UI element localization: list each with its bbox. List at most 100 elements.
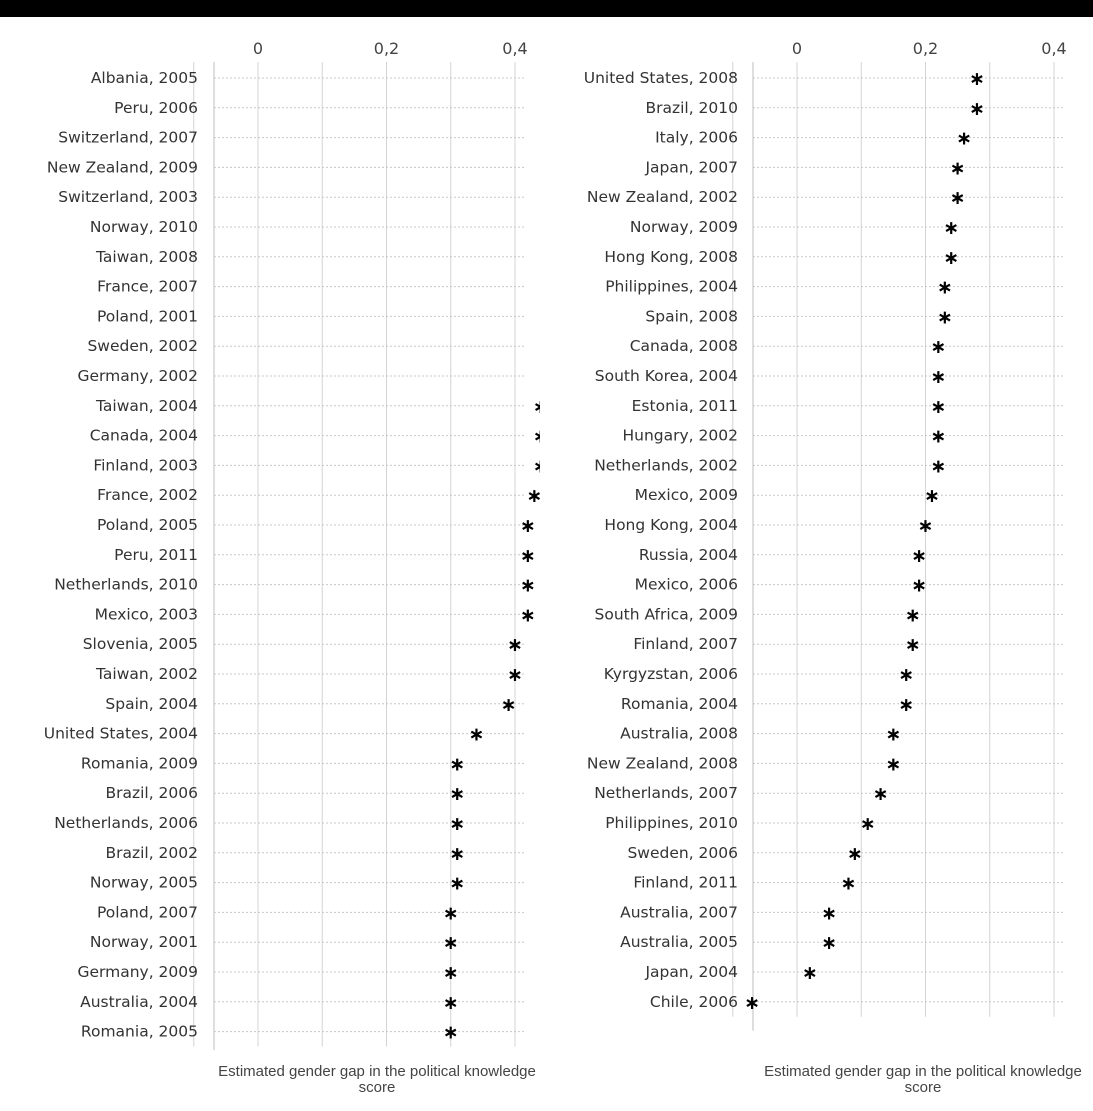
category-label: Slovenia, 2005: [83, 635, 198, 653]
category-label: New Zealand, 2008: [587, 754, 738, 772]
data-point-marker: ∗: [905, 634, 921, 656]
data-point-marker: ∗: [885, 724, 901, 746]
category-label: New Zealand, 2002: [587, 188, 738, 206]
category-label: United States, 2004: [44, 725, 198, 743]
category-label: Spain, 2004: [105, 695, 198, 713]
category-label: Spain, 2008: [645, 307, 738, 325]
data-point-marker: ∗: [943, 247, 959, 269]
category-label: Italy, 2006: [655, 129, 738, 147]
data-point-marker: ∗: [950, 157, 966, 179]
category-label: Australia, 2008: [620, 725, 738, 743]
category-label: Brazil, 2010: [645, 99, 738, 117]
category-label: France, 2002: [97, 486, 198, 504]
category-label: Taiwan, 2008: [95, 248, 198, 266]
category-label: Germany, 2009: [77, 963, 198, 981]
data-point-marker: ∗: [885, 753, 901, 775]
category-label: Germany, 2002: [77, 367, 198, 385]
data-point-marker: ∗: [930, 366, 946, 388]
data-point-marker: ∗: [911, 545, 927, 567]
right-chart: 00,20,40,6United States, 2008∗Brazil, 20…: [584, 39, 1067, 1031]
category-label: Netherlands, 2002: [594, 456, 738, 474]
category-label: South Africa, 2009: [595, 605, 738, 623]
data-point-marker: ∗: [802, 962, 818, 984]
data-point-marker: ∗: [449, 873, 465, 895]
data-point-marker: ∗: [924, 485, 940, 507]
category-label: Mexico, 2003: [95, 605, 198, 623]
data-point-marker: ∗: [744, 992, 760, 1014]
data-point-marker: ∗: [449, 813, 465, 835]
category-label: United States, 2008: [584, 69, 738, 87]
data-point-marker: ∗: [507, 634, 523, 656]
category-label: Mexico, 2006: [635, 576, 738, 594]
data-point-marker: ∗: [930, 455, 946, 477]
data-point-marker: ∗: [930, 336, 946, 358]
data-point-marker: ∗: [533, 455, 540, 477]
category-label: Japan, 2007: [644, 158, 738, 176]
data-point-marker: ∗: [520, 545, 536, 567]
data-point-marker: ∗: [950, 187, 966, 209]
category-label: Romania, 2004: [621, 695, 738, 713]
category-label: Romania, 2009: [81, 754, 198, 772]
category-label: Romania, 2005: [81, 1023, 198, 1041]
category-label: Switzerland, 2003: [58, 188, 198, 206]
data-point-marker: ∗: [443, 902, 459, 924]
category-label: Finland, 2011: [633, 874, 738, 892]
category-label: Peru, 2011: [114, 546, 198, 564]
data-point-marker: ∗: [449, 843, 465, 865]
category-label: Kyrgyzstan, 2006: [604, 665, 738, 683]
category-label: Taiwan, 2004: [95, 397, 198, 415]
x-axis-label-left: Estimated gender gap in the political kn…: [218, 1063, 536, 1096]
category-label: Sweden, 2006: [627, 844, 738, 862]
left-chart: 00,20,40,6Albania, 2005∗Peru, 2006∗Switz…: [44, 39, 540, 1050]
category-label: Hungary, 2002: [623, 427, 739, 445]
data-point-marker: ∗: [443, 932, 459, 954]
data-point-marker: ∗: [943, 217, 959, 239]
category-label: Poland, 2001: [97, 307, 198, 325]
category-label: New Zealand, 2009: [47, 158, 198, 176]
data-point-marker: ∗: [449, 753, 465, 775]
category-label: Chile, 2006: [650, 993, 738, 1011]
category-label: Peru, 2006: [114, 99, 198, 117]
data-point-marker: ∗: [930, 396, 946, 418]
category-label: Norway, 2001: [90, 933, 198, 951]
data-point-marker: ∗: [905, 604, 921, 626]
x-axis-label-right: Estimated gender gap in the political kn…: [764, 1063, 1082, 1096]
data-point-marker: ∗: [898, 694, 914, 716]
data-point-marker: ∗: [898, 664, 914, 686]
category-label: Japan, 2004: [644, 963, 738, 981]
data-point-marker: ∗: [449, 783, 465, 805]
data-point-marker: ∗: [443, 1022, 459, 1044]
category-label: Hong Kong, 2004: [604, 516, 738, 534]
data-point-marker: ∗: [969, 68, 985, 90]
category-label: Netherlands, 2007: [594, 784, 738, 802]
data-point-marker: ∗: [443, 962, 459, 984]
data-point-marker: ∗: [840, 873, 856, 895]
category-label: Philippines, 2004: [605, 278, 738, 296]
data-point-marker: ∗: [847, 843, 863, 865]
category-label: Switzerland, 2007: [58, 129, 198, 147]
top-border-bar: [0, 0, 1093, 17]
data-point-marker: ∗: [520, 604, 536, 626]
category-label: Canada, 2008: [630, 337, 738, 355]
x-tick-label: 0,4: [1041, 39, 1066, 58]
data-point-marker: ∗: [501, 694, 517, 716]
category-label: Netherlands, 2006: [54, 814, 198, 832]
category-label: Brazil, 2002: [105, 844, 198, 862]
data-point-marker: ∗: [918, 515, 934, 537]
data-point-marker: ∗: [956, 128, 972, 150]
category-label: Australia, 2005: [620, 933, 738, 951]
data-point-marker: ∗: [520, 515, 536, 537]
category-label: Brazil, 2006: [105, 784, 198, 802]
data-point-marker: ∗: [821, 932, 837, 954]
category-label: Estonia, 2011: [632, 397, 738, 415]
data-point-marker: ∗: [937, 306, 953, 328]
category-label: Norway, 2009: [630, 218, 738, 236]
data-point-marker: ∗: [526, 485, 540, 507]
category-label: Norway, 2005: [90, 874, 198, 892]
category-label: Australia, 2004: [80, 993, 198, 1011]
category-label: Canada, 2004: [90, 427, 198, 445]
data-point-marker: ∗: [821, 902, 837, 924]
data-point-marker: ∗: [468, 724, 484, 746]
data-point-marker: ∗: [443, 992, 459, 1014]
x-tick-label: 0,4: [502, 39, 527, 58]
